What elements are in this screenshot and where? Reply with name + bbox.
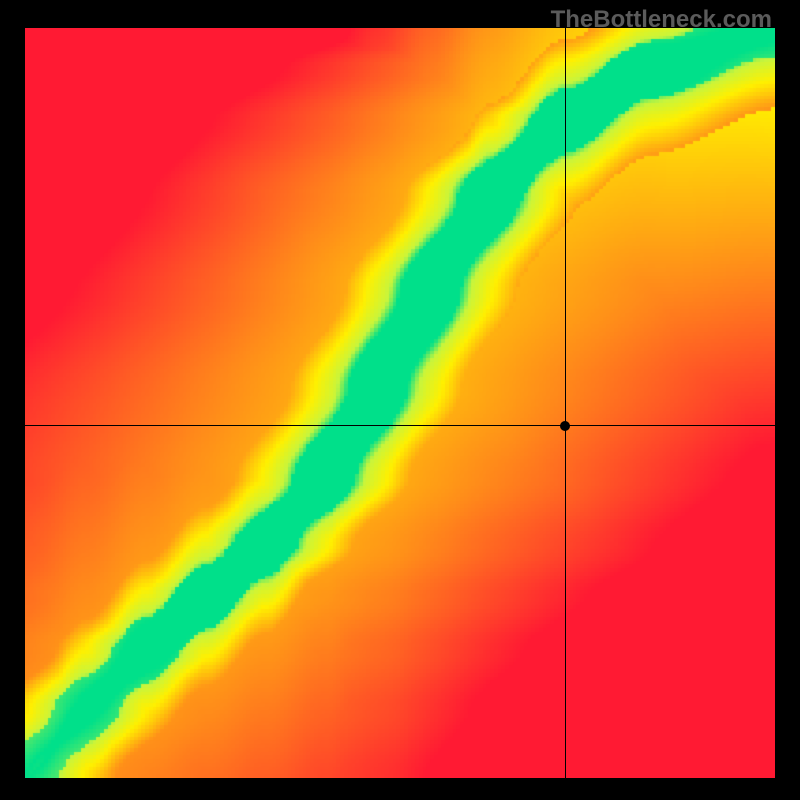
watermark-text: TheBottleneck.com — [551, 6, 772, 34]
crosshair-marker — [560, 421, 570, 431]
chart-container: TheBottleneck.com — [0, 0, 800, 800]
crosshair-vertical — [565, 28, 566, 778]
crosshair-horizontal — [25, 425, 775, 426]
heatmap-canvas — [25, 28, 775, 778]
